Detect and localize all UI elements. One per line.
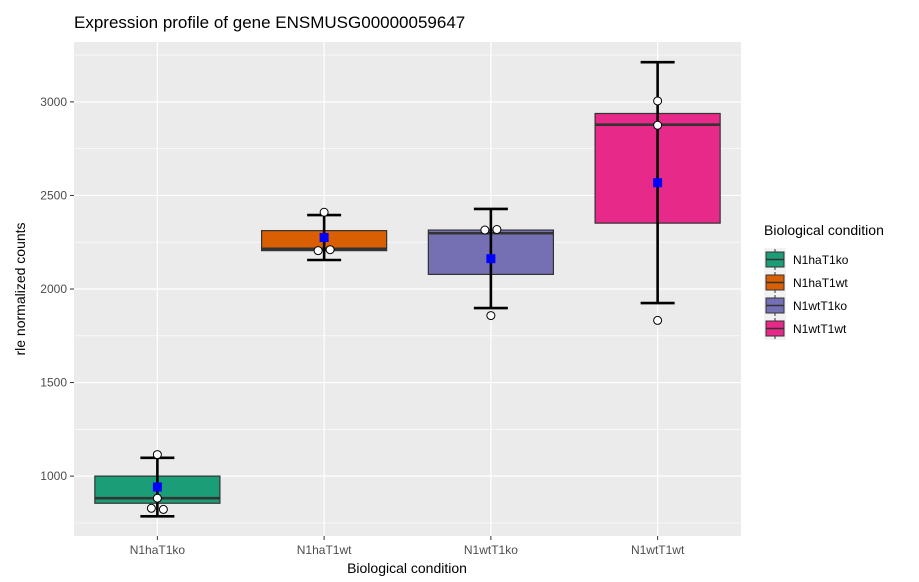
data-point: [486, 311, 496, 321]
y-tick-label: 1500: [40, 376, 67, 390]
data-point: [152, 450, 162, 460]
chart-title: Expression profile of gene ENSMUSG000000…: [74, 13, 465, 32]
y-tick-label: 2000: [40, 282, 67, 296]
y-tick-label: 1000: [40, 469, 67, 483]
data-point: [158, 504, 168, 514]
legend: Biological condition N1haT1ko N1haT1wt N1w…: [764, 222, 884, 340]
legend-label: N1haT1wt: [793, 276, 848, 290]
y-tick-label: 3000: [40, 95, 67, 109]
x-tick-label: N1haT1wt: [297, 543, 352, 557]
data-point: [653, 96, 663, 106]
x-tick-label: N1wtT1ko: [464, 543, 518, 557]
data-point: [313, 246, 323, 256]
legend-item-N1haT1ko: N1haT1ko: [764, 248, 849, 271]
y-axis: 1000 1500 2000 2500 3000: [40, 95, 74, 483]
data-point: [653, 120, 663, 130]
data-point: [480, 225, 490, 235]
legend-title: Biological condition: [764, 222, 884, 238]
data-point: [492, 224, 502, 234]
legend-item-N1wtT1wt: N1wtT1wt: [764, 317, 847, 340]
mean-marker: [319, 233, 329, 243]
legend-label: N1wtT1wt: [793, 322, 847, 336]
data-point: [319, 207, 329, 217]
mean-marker: [653, 178, 663, 188]
box-group-N1wtT1ko: [427, 207, 555, 321]
x-tick-label: N1wtT1wt: [631, 543, 685, 557]
grid-minor: [74, 54, 741, 524]
data-point: [152, 493, 162, 503]
box-group-N1haT1wt: [260, 207, 388, 262]
mean-marker: [486, 254, 496, 264]
y-axis-label: rle normalized counts: [12, 222, 28, 355]
x-axis-label: Biological condition: [347, 560, 467, 576]
y-tick-label: 2500: [40, 188, 67, 202]
mean-marker: [152, 482, 162, 492]
legend-items: N1haT1ko N1haT1wt N1wtT1ko N1wtT1wt: [764, 248, 849, 340]
legend-label: N1haT1ko: [793, 253, 849, 267]
x-axis: N1haT1ko N1haT1wt N1wtT1ko N1wtT1wt: [130, 536, 685, 557]
boxes-layer: [94, 60, 721, 518]
data-point: [146, 503, 156, 513]
box-group-N1haT1ko: [94, 450, 221, 518]
data-point: [653, 315, 663, 325]
x-tick-label: N1haT1ko: [130, 543, 186, 557]
legend-item-N1wtT1ko: N1wtT1ko: [764, 294, 847, 317]
legend-item-N1haT1wt: N1haT1wt: [764, 271, 848, 294]
box-group-N1wtT1wt: [594, 60, 721, 325]
data-point: [325, 245, 335, 255]
legend-label: N1wtT1ko: [793, 299, 847, 313]
